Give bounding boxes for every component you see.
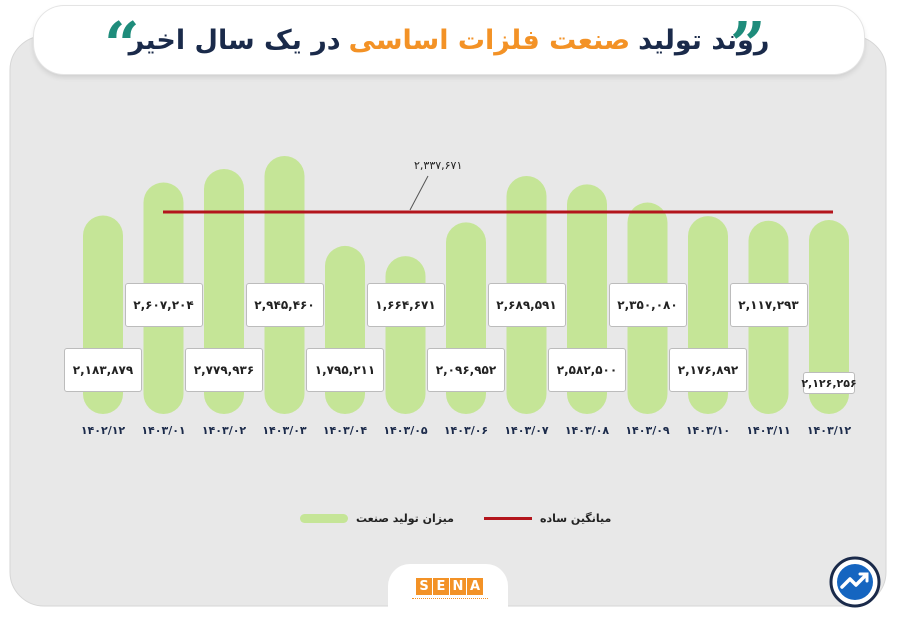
title-banner: روند تولید صنعت فلزات اساسی در یک سال اخ… <box>34 6 864 74</box>
data-label: ۲,۶۸۹,۵۹۱ <box>487 283 566 327</box>
logo-letter: S <box>416 578 432 595</box>
average-value-label: ۲,۳۳۷,۶۷۱ <box>414 159 463 172</box>
data-label: ۲,۳۵۰,۰۸۰ <box>608 283 687 327</box>
logo-tagline <box>412 598 488 603</box>
bar <box>809 220 849 414</box>
quote-icon: ” <box>730 8 766 81</box>
title-part-1: روند تولید <box>638 24 770 56</box>
page-title: روند تولید صنعت فلزات اساسی در یک سال اخ… <box>34 6 864 74</box>
title-highlight: صنعت فلزات اساسی <box>348 24 631 56</box>
logo-letter: A <box>467 578 483 595</box>
data-label: ۲,۶۰۷,۲۰۴ <box>124 283 203 327</box>
data-label: ۱,۶۶۴,۶۷۱ <box>366 283 445 327</box>
data-label: ۲,۱۷۶,۸۹۲ <box>669 348 747 392</box>
legend-label-production: میزان تولید صنعت <box>356 512 454 525</box>
x-tick-label: ۱۴۰۳/۰۸ <box>564 424 610 437</box>
legend-swatch-production <box>300 514 348 523</box>
quote-icon: “ <box>104 8 140 81</box>
x-tick-label: ۱۴۰۳/۰۳ <box>262 424 307 437</box>
legend-item-production: میزان تولید صنعت <box>300 512 454 525</box>
x-tick-label: ۱۴۰۳/۰۴ <box>322 424 368 437</box>
logo-letter: E <box>433 578 449 595</box>
sena-logo: S E N A <box>416 578 483 595</box>
data-label: ۲,۷۷۹,۹۳۶ <box>185 348 263 392</box>
x-tick-label: ۱۴۰۳/۰۱ <box>141 424 186 437</box>
title-part-2: در یک سال اخیر <box>128 24 341 56</box>
data-label: ۱,۷۹۵,۲۱۱ <box>306 348 384 392</box>
data-label: ۲,۱۱۷,۲۹۳ <box>729 283 808 327</box>
data-label: ۲,۵۸۲,۵۰۰ <box>548 348 626 392</box>
legend-swatch-average <box>484 517 532 520</box>
x-tick-label: ۱۴۰۳/۰۹ <box>625 424 670 437</box>
x-tick-label: ۱۴۰۳/۰۷ <box>504 424 549 437</box>
bar <box>385 256 426 414</box>
legend-item-average: میانگین ساده <box>484 512 611 525</box>
data-label: ۲,۱۲۶,۲۵۶ <box>801 372 857 394</box>
x-tick-label: ۱۴۰۳/۰۵ <box>383 424 428 437</box>
x-tick-label: ۱۴۰۲/۱۲ <box>80 424 126 437</box>
x-tick-label: ۱۴۰۳/۱۲ <box>806 424 852 437</box>
logo-letter: N <box>450 578 466 595</box>
data-label: ۲,۱۸۳,۸۷۹ <box>64 348 142 392</box>
data-label: ۲,۰۹۶,۹۵۲ <box>427 348 505 392</box>
legend-label-average: میانگین ساده <box>540 512 612 525</box>
x-tick-label: ۱۴۰۳/۰۲ <box>201 424 247 437</box>
data-label: ۲,۹۴۵,۴۶۰ <box>245 283 324 327</box>
average-label-pointer <box>409 175 429 211</box>
brand-chart-icon <box>829 556 881 608</box>
x-tick-label: ۱۴۰۳/۱۰ <box>685 424 731 437</box>
x-tick-label: ۱۴۰۳/۰۶ <box>443 424 489 437</box>
x-tick-label: ۱۴۰۳/۱۱ <box>746 424 791 437</box>
